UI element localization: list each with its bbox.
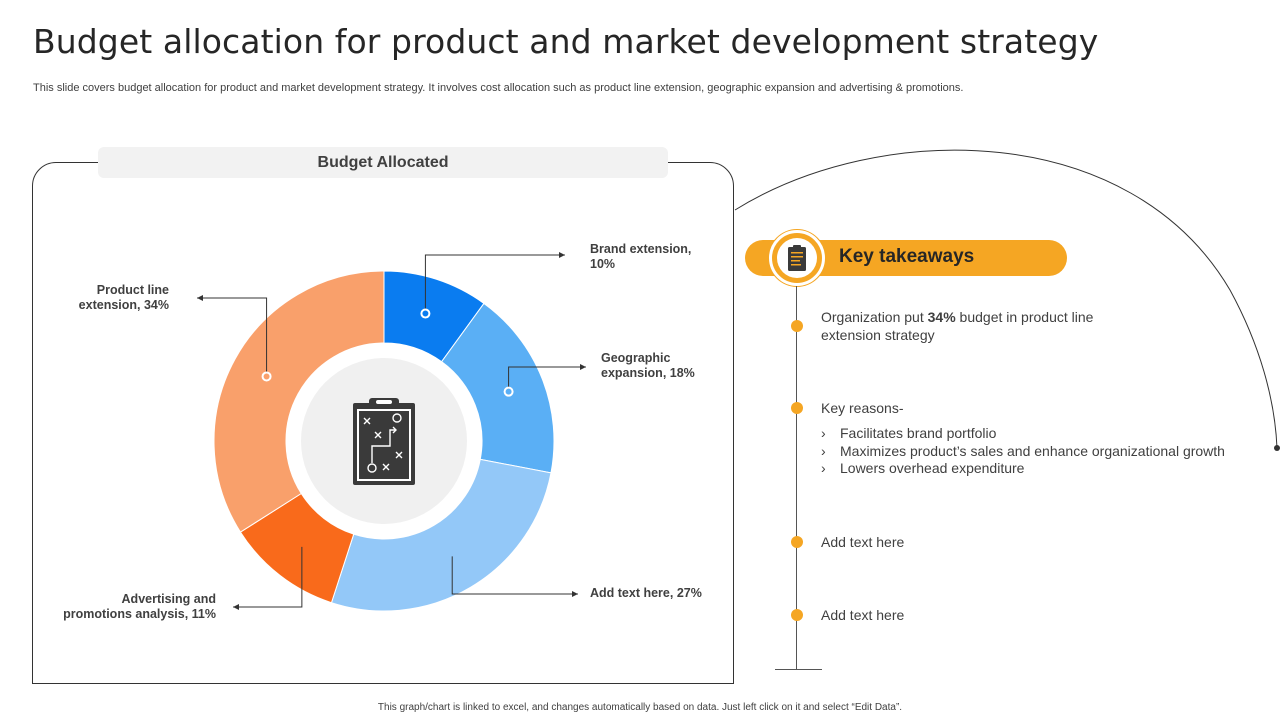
timeline-dot bbox=[791, 402, 803, 414]
page-subtitle: This slide covers budget allocation for … bbox=[33, 82, 964, 94]
leader-arrow-brand-extension bbox=[559, 252, 565, 258]
leader-line-brand-extension bbox=[424, 254, 565, 314]
page-title: Budget allocation for product and market… bbox=[33, 22, 1099, 61]
strategy-clipboard-icon bbox=[353, 398, 415, 485]
badge-inner bbox=[777, 238, 817, 278]
chart-label-add-text: Add text here, 27% bbox=[590, 586, 702, 600]
timeline-base bbox=[775, 669, 822, 670]
leader-line-product-line bbox=[197, 297, 268, 377]
timeline-line bbox=[796, 286, 797, 670]
key-takeaways-badge bbox=[769, 230, 825, 286]
timeline-dot bbox=[791, 536, 803, 548]
footer-note: This graph/chart is linked to excel, and… bbox=[377, 702, 903, 713]
chart-label-product-line: Product line extension, 34% bbox=[78, 283, 169, 312]
leader-anchor-brand-extension bbox=[420, 308, 431, 319]
leader-anchor-geographic-expansion bbox=[503, 386, 514, 397]
leader-line-geographic-expansion bbox=[508, 366, 586, 392]
chart-label-geographic-expansion: Geographic expansion, 18% bbox=[601, 351, 695, 380]
leader-line-add-text bbox=[451, 556, 578, 595]
clipboard-icon bbox=[788, 245, 806, 271]
reason-item: › Lowers overhead expenditure bbox=[821, 460, 1025, 476]
takeaway-item-2-heading: Key reasons- bbox=[821, 400, 904, 416]
timeline-dot bbox=[791, 609, 803, 621]
leader-arrow-product-line bbox=[197, 295, 203, 301]
leader-anchor-product-line bbox=[261, 371, 272, 382]
key-takeaways-title: Key takeaways bbox=[839, 246, 975, 267]
reason-item: › Maximizes product’s sales and enhance o… bbox=[821, 443, 1225, 459]
leader-line-advertising bbox=[233, 546, 303, 608]
takeaway-item-4: Add text here bbox=[821, 607, 905, 623]
chart-label-brand-extension: Brand extension, 10% bbox=[590, 242, 692, 271]
takeaway-item-1: Organization put 34% budget in product l… bbox=[821, 309, 1094, 343]
takeaway-item-3: Add text here bbox=[821, 534, 905, 550]
leader-arrow-geographic-expansion bbox=[580, 364, 586, 370]
panel-header: Budget Allocated bbox=[98, 147, 668, 178]
chart-label-advertising: Advertising and promotions analysis, 11% bbox=[63, 592, 216, 621]
leader-arrow-add-text bbox=[572, 591, 578, 597]
donut-slice-add-text[interactable] bbox=[330, 458, 552, 612]
reason-item: › Facilitates brand portfolio bbox=[821, 425, 997, 441]
timeline-dot bbox=[791, 320, 803, 332]
leader-arrow-advertising bbox=[233, 604, 239, 610]
